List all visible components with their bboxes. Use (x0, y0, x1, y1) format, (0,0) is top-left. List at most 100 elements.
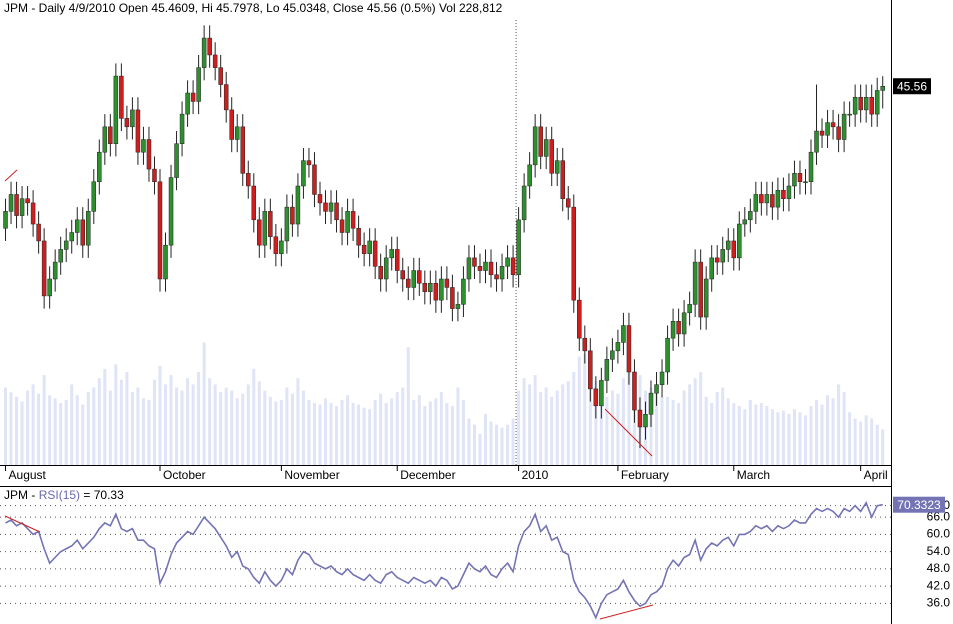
volume-bar (721, 387, 725, 465)
volume-bar (765, 406, 769, 465)
volume-bar (588, 368, 592, 465)
candle-body (257, 219, 262, 246)
y-tick-label: 60.0 (927, 527, 951, 541)
volume-bar (787, 413, 791, 465)
volume-bar (561, 384, 565, 465)
volume-bar (748, 399, 752, 465)
candle-body (593, 388, 599, 407)
volume-bar (64, 399, 68, 465)
volume-bar (4, 387, 8, 465)
candle-body (163, 244, 168, 280)
volume-bar (853, 418, 857, 465)
candle-body (836, 126, 841, 140)
candle-body (290, 206, 295, 225)
candle-body (383, 257, 389, 280)
volume-bar (489, 421, 493, 465)
candle-body (63, 240, 69, 250)
candle-body (681, 312, 687, 335)
volume-bar (693, 378, 697, 465)
volume-bar (186, 378, 190, 465)
candle-body (234, 126, 240, 140)
candle-body (808, 151, 814, 183)
volume-bar (500, 427, 504, 465)
candle-body (543, 139, 549, 157)
rsi-title-name: RSI(15) (39, 488, 80, 502)
volume-bar (379, 393, 383, 465)
candle-body (262, 211, 268, 246)
volume-bar (522, 378, 526, 465)
volume-bar (599, 384, 603, 465)
volume-bar (141, 398, 145, 465)
volume-bar (202, 342, 206, 465)
volume-bar (164, 384, 168, 465)
volume-bar (583, 353, 587, 465)
volume-bar (246, 384, 250, 465)
candle-body (477, 266, 483, 271)
volume-bar (86, 392, 90, 465)
volume-bar (125, 372, 129, 465)
volume-bar (483, 413, 487, 465)
candle-body (356, 228, 361, 246)
candle-body (91, 181, 97, 212)
volume-bar (434, 398, 438, 465)
volume-bar (472, 424, 476, 465)
candle-body (770, 194, 775, 208)
volume-bar (616, 393, 620, 465)
candle-body (229, 109, 234, 140)
volume-bar (610, 390, 614, 465)
candle-body (670, 321, 676, 339)
rsi-title: JPM - RSI(15) = 70.33 (4, 488, 124, 502)
candle-body (874, 90, 880, 115)
candle-body (709, 257, 714, 280)
volume-bar (197, 372, 201, 465)
x-tick-label: August (9, 468, 47, 482)
volume-bar (555, 390, 559, 465)
volume-bar (550, 396, 554, 465)
volume-bar (528, 384, 532, 465)
volume-bar (307, 399, 311, 465)
x-tick-label: October (163, 468, 206, 482)
candle-body (52, 261, 58, 280)
candle-body (113, 75, 119, 144)
volume-bar (191, 384, 195, 465)
rsi-layer (0, 501, 891, 620)
candle-body (643, 414, 648, 428)
candle-body (858, 96, 863, 111)
candle-body (428, 282, 433, 292)
volume-bar (495, 424, 499, 465)
rsi-title-prefix: JPM - (4, 488, 35, 502)
x-tick-label: March (737, 468, 770, 482)
candle-body (599, 380, 604, 407)
candle-body (560, 160, 565, 199)
rsi-line (5, 501, 883, 620)
volume-bar (252, 368, 256, 465)
volume-bar (754, 404, 758, 465)
x-tick-label: February (621, 468, 669, 482)
volume-bar (180, 390, 184, 465)
volume-bar (9, 392, 13, 465)
x-tick-label: December (400, 468, 455, 482)
rsi-title-value: = 70.33 (83, 488, 124, 502)
volume-bar (439, 392, 443, 465)
volume-bar (660, 396, 664, 465)
volume-bar (335, 406, 339, 465)
candle-body (532, 126, 538, 166)
candle-body (41, 240, 47, 297)
candle-body (538, 126, 543, 157)
candle-body (328, 202, 334, 212)
candle-body (207, 37, 212, 56)
volume-bar (114, 364, 118, 465)
candle-body (394, 249, 400, 271)
candle-body (284, 206, 290, 242)
candle-body (8, 194, 14, 212)
trend-annotation (604, 408, 653, 457)
candle-body (814, 130, 819, 153)
candle-body (433, 282, 439, 301)
volume-bar (301, 390, 305, 465)
candle-body (273, 236, 279, 254)
candle-body (610, 350, 615, 360)
candle-body (378, 266, 383, 280)
candle-body (604, 359, 610, 381)
volume-bar (450, 406, 454, 465)
volume-bar (566, 381, 570, 465)
